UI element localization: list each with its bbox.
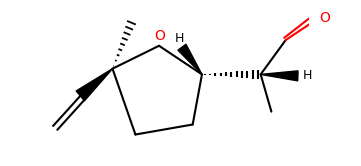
Text: O: O: [319, 11, 330, 25]
Polygon shape: [178, 44, 202, 74]
Polygon shape: [76, 69, 113, 101]
Text: H: H: [174, 32, 184, 45]
Polygon shape: [261, 71, 298, 81]
Text: H: H: [303, 69, 312, 82]
Text: O: O: [154, 30, 165, 43]
